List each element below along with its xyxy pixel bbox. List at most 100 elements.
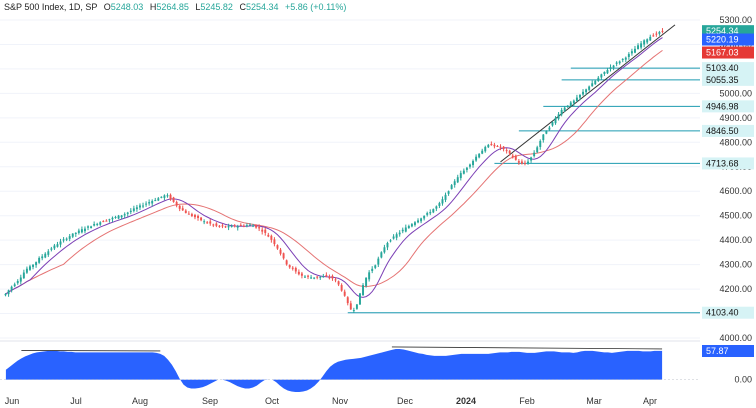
candle-body (313, 277, 316, 279)
price-tick-label: 5300.00 (719, 15, 752, 25)
candle-body (413, 222, 416, 225)
candle-body (230, 225, 233, 227)
candle-body (407, 226, 410, 229)
candle-body (533, 152, 536, 157)
candle-body (643, 40, 646, 45)
support-price-tag: 5103.40 (706, 63, 739, 73)
last-price-tag-bg (702, 25, 754, 38)
candle-body (47, 251, 50, 255)
candle-body (420, 218, 423, 222)
candle-body (380, 252, 383, 258)
oscillator-panel (0, 346, 700, 392)
candle-body (41, 256, 44, 259)
moving-average-fast-line (5, 37, 663, 298)
candle-body (157, 198, 160, 201)
candle-body (417, 220, 420, 223)
candle-body (490, 143, 493, 146)
candle-body (178, 205, 181, 209)
candle-body (597, 77, 600, 81)
price-tick-label: 4000.00 (719, 333, 752, 343)
candle-body (166, 195, 169, 197)
candle-body (600, 74, 603, 78)
candle-body (609, 67, 612, 69)
candle-body (545, 131, 548, 134)
candle-body (502, 146, 505, 150)
candle-body (138, 205, 141, 208)
support-price-tag: 4713.68 (706, 158, 739, 168)
candle-body (145, 203, 148, 205)
legend-low-label: L (195, 2, 200, 12)
candle-body (447, 191, 450, 194)
legend-change: +5.86 (+0.11%) (285, 2, 346, 12)
candle-body (658, 31, 661, 34)
candle-body (190, 214, 193, 217)
candle-body (585, 89, 588, 93)
candle-body (102, 221, 105, 223)
candle-body (331, 275, 334, 279)
candle-body (496, 145, 499, 147)
candle-body (349, 303, 352, 310)
candle-body (59, 241, 62, 245)
candle-body (154, 200, 157, 202)
candle-body (123, 214, 126, 216)
time-axis[interactable]: Jun Jul Aug Sep Oct Nov Dec 2024 Feb Mar Apr (5, 396, 657, 406)
candle-body (637, 45, 640, 49)
candle-body (432, 209, 435, 213)
support-price-tag-bg (702, 306, 754, 319)
support-price-tag-bg (702, 124, 754, 137)
time-tick-label: Feb (519, 396, 535, 406)
candle-body (423, 215, 426, 219)
candle-body (248, 224, 251, 226)
candle-body (297, 271, 300, 275)
candle-body (236, 226, 239, 228)
candle-body (242, 225, 245, 227)
candle-body (53, 245, 56, 249)
candle-body (105, 220, 108, 222)
candle-body (7, 290, 10, 295)
candle-body (594, 80, 597, 85)
candle-body (294, 268, 297, 272)
time-tick-label: Jun (5, 396, 20, 406)
candle-body (62, 239, 65, 241)
ma-fast-price-tag-bg (702, 33, 754, 46)
candle-body (542, 134, 545, 141)
candle-body (340, 285, 343, 291)
price-tick-label: 4900.00 (719, 113, 752, 123)
candle-body (16, 281, 19, 284)
candle-body (172, 197, 175, 202)
candle-body (160, 196, 163, 198)
price-tick-label: 4800.00 (719, 137, 752, 147)
candle-body (551, 122, 554, 126)
time-tick-label: 2024 (456, 396, 476, 406)
candle-body (410, 224, 413, 227)
candle-body (255, 225, 258, 228)
legend-close-label: C (239, 2, 246, 12)
candle-body (300, 273, 303, 276)
candle-body (74, 232, 77, 235)
candle-body (163, 195, 166, 198)
legend-symbol: S&P 500 Index, 1D, SP (4, 2, 97, 12)
candle-body (603, 71, 606, 74)
candle-body (374, 265, 377, 268)
candle-body (591, 83, 594, 87)
candle-body (557, 114, 560, 119)
candle-body (511, 155, 514, 158)
candle-body (32, 264, 35, 267)
candle-body (273, 239, 276, 245)
candle-body (389, 240, 392, 242)
candle-body (224, 226, 227, 228)
candle-body (96, 223, 99, 225)
candle-body (401, 229, 404, 232)
candle-body (4, 293, 7, 296)
candle-body (588, 86, 591, 90)
candle-body (13, 284, 16, 287)
candle-body (615, 62, 618, 64)
candle-body (444, 194, 447, 200)
candle-body (383, 247, 386, 253)
candle-body (652, 35, 655, 37)
candle-body (505, 150, 508, 152)
time-tick-label: Aug (132, 396, 148, 406)
candle-body (227, 226, 230, 228)
candle-body (218, 225, 221, 227)
